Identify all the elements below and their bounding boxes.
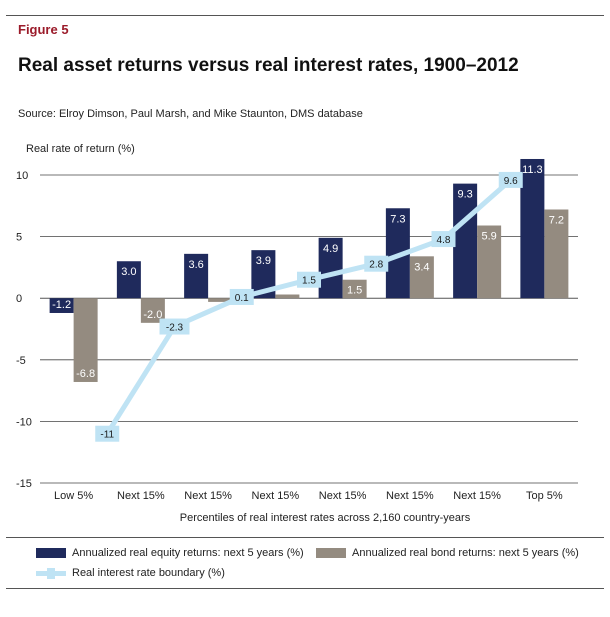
rate-label-0: -11 bbox=[100, 430, 114, 441]
bond-bar-label-7: 7.2 bbox=[549, 214, 564, 226]
legend-bond-swatch bbox=[316, 548, 346, 558]
rate-point-0 bbox=[95, 425, 120, 442]
equity-bar-label-6: 9.3 bbox=[457, 189, 472, 201]
x-tick-label-0: Low 5% bbox=[54, 490, 93, 502]
y-tick-label-3: -5 bbox=[16, 355, 26, 367]
equity-bar-0 bbox=[49, 298, 74, 313]
x-tick-label-5: Next 15% bbox=[386, 490, 434, 502]
bond-bar-7 bbox=[544, 209, 569, 299]
bond-bar-label-0: -6.8 bbox=[76, 368, 95, 380]
rate-label-3: 1.5 bbox=[302, 276, 316, 287]
bond-bar-2 bbox=[208, 298, 233, 302]
bond-bar-6 bbox=[477, 225, 502, 299]
legend-bond-label: Annualized real bond returns: next 5 yea… bbox=[352, 547, 579, 559]
rate-point-6 bbox=[498, 171, 523, 188]
y-tick-label-5: -15 bbox=[16, 478, 32, 490]
x-tick-label-3: Next 15% bbox=[252, 490, 300, 502]
rate-point-3 bbox=[297, 271, 321, 288]
source-note: Source: Elroy Dimson, Paul Marsh, and Mi… bbox=[18, 108, 363, 120]
bond-bar-4 bbox=[342, 279, 367, 299]
rate-label-4: 2.8 bbox=[369, 260, 383, 271]
equity-bar-6 bbox=[453, 183, 478, 299]
equity-bar-label-2: 3.6 bbox=[188, 259, 203, 271]
y-tick-label-2: 0 bbox=[16, 293, 22, 305]
figure-label: Figure 5 bbox=[18, 22, 69, 37]
bond-bar-label-6: 5.9 bbox=[481, 231, 496, 243]
rate-label-2: 0.1 bbox=[235, 293, 249, 304]
rate-line-path bbox=[105, 178, 513, 436]
bond-bar-3 bbox=[275, 294, 300, 299]
rate-line: -11 -2.3 0.1 1.5 2.8 4.8 9.6 bbox=[95, 171, 523, 442]
bond-bar-0 bbox=[73, 298, 98, 382]
rate-label-6: 9.6 bbox=[504, 176, 518, 187]
equity-bar-label-4: 4.9 bbox=[323, 243, 338, 255]
equity-bar-label-1: 3.0 bbox=[121, 266, 136, 278]
y-tick-label-4: -10 bbox=[16, 416, 32, 428]
rate-point-2 bbox=[229, 288, 254, 305]
legend-rule bbox=[6, 537, 604, 538]
rate-label-1: -2.3 bbox=[166, 323, 184, 334]
legend-equity-swatch bbox=[36, 548, 66, 558]
rate-point-5 bbox=[431, 231, 456, 248]
equity-bar-label-5: 7.3 bbox=[390, 213, 405, 225]
rate-label-5: 4.8 bbox=[437, 235, 451, 246]
x-tick-label-4: Next 15% bbox=[319, 490, 367, 502]
y-tick-label-0: 10 bbox=[16, 170, 28, 182]
legend-bond: Annualized real bond returns: next 5 yea… bbox=[316, 547, 579, 559]
equity-bar-7 bbox=[520, 158, 545, 299]
equity-bar-1 bbox=[116, 261, 141, 299]
bond-bar-label-5: 3.4 bbox=[414, 261, 429, 273]
x-tick-label-1: Next 15% bbox=[117, 490, 165, 502]
equity-bar-label-7: 11.3 bbox=[522, 164, 543, 176]
equity-bar-label-3: 3.9 bbox=[256, 255, 271, 267]
bars: -1.2 -6.8 3.0 -2.0 3.6 3.9 4.9 1.5 7.3 3.4 9.3 5.9 1… bbox=[49, 158, 569, 382]
legend-rate: Real interest rate boundary (%) bbox=[36, 567, 225, 579]
rate-point-1 bbox=[159, 318, 190, 335]
chart-title: Real asset returns versus real interest … bbox=[18, 55, 519, 76]
top-rule bbox=[6, 15, 604, 16]
x-axis-label: Percentiles of real interest rates acros… bbox=[180, 512, 471, 524]
x-tick-label-6: Next 15% bbox=[453, 490, 501, 502]
legend-equity: Annualized real equity returns: next 5 y… bbox=[36, 547, 304, 559]
legend-rate-swatch bbox=[36, 567, 66, 579]
equity-bar-2 bbox=[184, 253, 209, 299]
gridlines bbox=[40, 174, 578, 484]
legend-rate-label: Real interest rate boundary (%) bbox=[72, 567, 225, 579]
y-tick-labels: 10 5 0 -5 -10 -15 bbox=[16, 170, 32, 490]
equity-bar-label-0: -1.2 bbox=[52, 299, 71, 311]
bond-bar-label-4: 1.5 bbox=[347, 285, 362, 297]
equity-bar-4 bbox=[318, 237, 343, 299]
x-tick-label-7: Top 5% bbox=[526, 490, 563, 502]
x-tick-labels: Low 5% Next 15% Next 15% Next 15% Next 15% Ne… bbox=[54, 490, 563, 502]
legend-equity-label: Annualized real equity returns: next 5 y… bbox=[72, 547, 304, 559]
y-axis-label: Real rate of return (%) bbox=[26, 143, 135, 155]
y-tick-label-1: 5 bbox=[16, 232, 22, 244]
bond-bar-label-1: -2.0 bbox=[143, 309, 162, 321]
bottom-rule bbox=[6, 588, 604, 589]
bond-bar-5 bbox=[409, 256, 434, 299]
x-tick-label-2: Next 15% bbox=[184, 490, 232, 502]
rate-point-4 bbox=[364, 255, 389, 272]
